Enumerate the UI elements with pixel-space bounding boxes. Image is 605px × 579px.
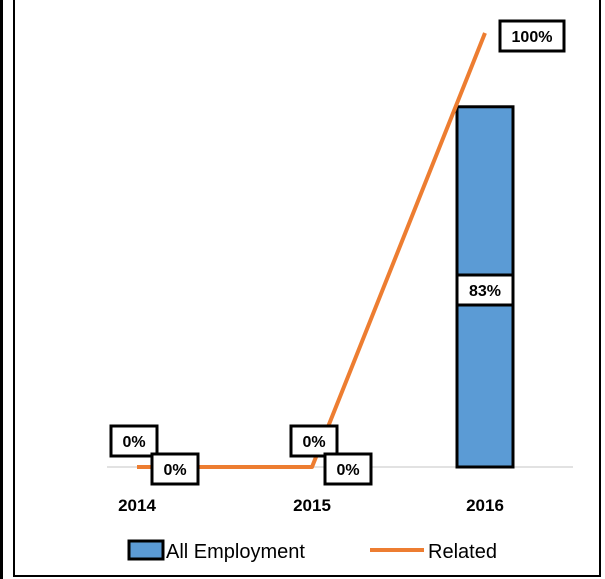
svg-text:0%: 0% xyxy=(302,434,325,451)
legend-swatch-all-employment xyxy=(127,539,165,561)
svg-text:0%: 0% xyxy=(122,434,145,451)
svg-text:0%: 0% xyxy=(336,462,359,479)
svg-text:83%: 83% xyxy=(469,283,501,300)
line-label-2015: 0% xyxy=(323,452,373,486)
bar-label-2016: 83% xyxy=(455,273,515,307)
x-tick-label-2014: 2014 xyxy=(118,496,156,515)
bar-label-2014: 0% xyxy=(109,424,159,458)
legend-label-related: Related xyxy=(428,541,497,563)
line-label-2014: 0% xyxy=(150,452,200,486)
adjacent-panel-border xyxy=(0,0,3,579)
svg-text:100%: 100% xyxy=(512,29,553,46)
bar-label-2015: 0% xyxy=(289,424,339,458)
x-tick-label-2015: 2015 xyxy=(293,496,331,515)
line-label-2016: 100% xyxy=(498,19,566,53)
svg-text:0%: 0% xyxy=(163,462,186,479)
line-related xyxy=(137,32,487,469)
legend: All Employment Related xyxy=(127,539,497,563)
x-tick-label-2016: 2016 xyxy=(466,496,504,515)
legend-label-all-employment: All Employment xyxy=(166,541,305,563)
